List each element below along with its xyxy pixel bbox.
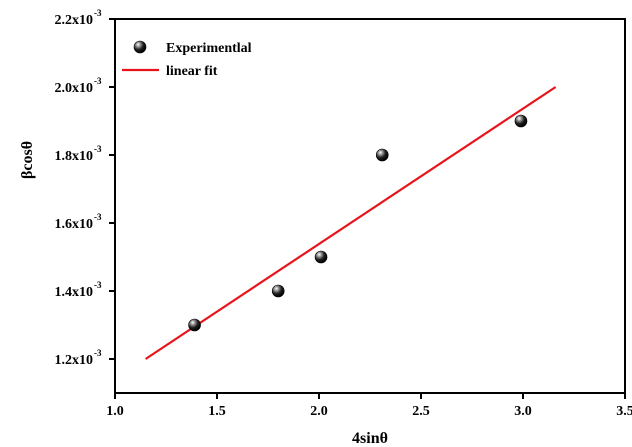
x-tick-label: 1.5: [208, 404, 226, 419]
y-tick-exponent: -3: [94, 348, 102, 358]
data-point: [314, 250, 328, 264]
x-tick-label: 2.5: [412, 404, 430, 419]
y-tick-exponent: -3: [94, 144, 102, 154]
y-tick-exponent: -3: [94, 76, 102, 86]
y-tick-exponent: -3: [94, 212, 102, 222]
legend: Experimentlal linear fit: [122, 40, 252, 79]
data-point: [188, 318, 201, 332]
y-tick-label: 2.0x10: [55, 81, 94, 96]
x-tick-label: 3.5: [616, 404, 632, 419]
data-point: [271, 284, 285, 298]
data-point: [375, 148, 389, 162]
y-axis-label: βcosθ: [19, 141, 36, 179]
x-tick-label: 2.0: [310, 404, 328, 419]
y-tick-label: 1.6x10: [55, 217, 94, 232]
y-tick-exponent: -3: [94, 280, 102, 290]
fit-line: [144, 86, 557, 360]
y-tick-label: 1.4x10: [55, 285, 94, 300]
y-tick-label: 1.8x10: [55, 149, 94, 164]
legend-label: linear fit: [166, 64, 218, 79]
y-tick-exponent: -3: [94, 8, 102, 18]
x-tick-label: 1.0: [106, 404, 124, 419]
plot-frame: [114, 18, 626, 394]
legend-label: Experimentlal: [166, 41, 252, 56]
data-point: [514, 114, 528, 128]
y-tick-label: 1.2x10: [55, 353, 94, 368]
x-axis-ticks: 1.0 1.5 2.0 2.5 3.0 3.5: [106, 393, 632, 419]
x-axis-label: 4sinθ: [352, 430, 388, 447]
x-tick-label: 3.0: [514, 404, 532, 419]
y-tick-label: 2.2x10: [55, 13, 94, 28]
series-layer: [144, 86, 557, 360]
y-axis-ticks: 1.2x10 -31.4x10 -31.6x10 -31.8x10 -32.0x10 -3…: [55, 8, 115, 368]
legend-marker-scatter: [133, 40, 147, 54]
